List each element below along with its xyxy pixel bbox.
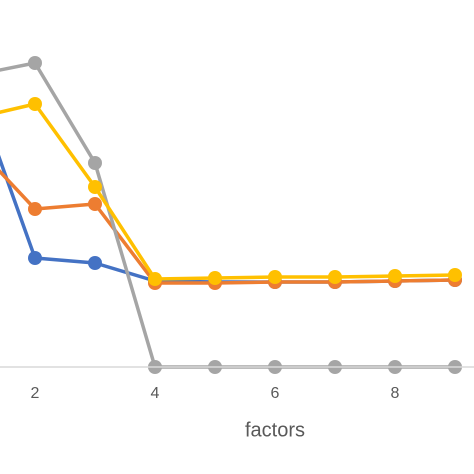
series-point [447, 268, 462, 282]
x-tick-label: 4 [151, 385, 160, 402]
series-point [327, 270, 342, 284]
x-tick-label: 2 [31, 385, 40, 402]
series-point [87, 256, 102, 270]
series-point [27, 56, 42, 70]
series-line [0, 102, 456, 281]
series-point [267, 270, 282, 284]
x-axis-label: factors [245, 419, 305, 441]
series-point [87, 197, 102, 211]
series-point [87, 156, 102, 170]
series-point [27, 202, 42, 216]
x-tick-label: 8 [391, 385, 400, 402]
series-point [387, 269, 402, 283]
series-point [87, 180, 102, 194]
series-point [207, 271, 222, 285]
series-line [0, 61, 455, 369]
x-tick-label: 6 [271, 385, 280, 402]
series-point [27, 251, 42, 265]
series-point [27, 97, 42, 111]
plot-area [0, 56, 462, 374]
series-point [147, 272, 162, 286]
